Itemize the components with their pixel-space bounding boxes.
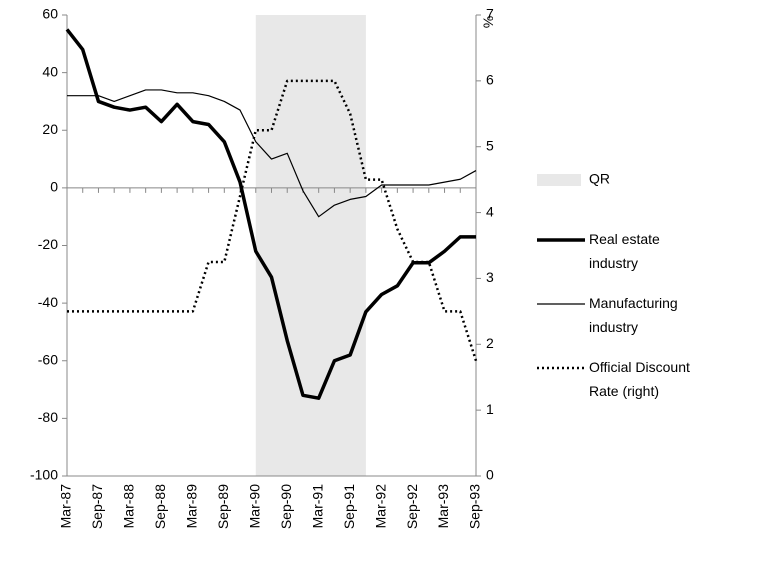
y-tick-label: 0	[50, 179, 58, 195]
y2-tick-label: 2	[486, 335, 494, 351]
x-tick-label: Sep-93	[467, 484, 483, 529]
y2-tick-label: 6	[486, 72, 494, 88]
y-tick-label: 60	[42, 6, 58, 22]
x-tick-label: Mar-91	[309, 484, 325, 529]
y-tick-label: -100	[30, 467, 58, 483]
x-tick-label: Sep-89	[215, 484, 231, 529]
y-tick-label: -60	[38, 351, 58, 367]
y-tick-label: 20	[42, 121, 58, 137]
x-tick-label: Sep-91	[341, 484, 357, 529]
legend-label: Real estate industry	[589, 231, 660, 271]
x-tick-label: Mar-87	[58, 484, 74, 529]
legend-label: QR	[589, 171, 610, 187]
legend-label: Manufacturing industry	[589, 295, 678, 335]
x-tick-label: Mar-90	[246, 484, 262, 529]
y-tick-label: -40	[38, 294, 58, 310]
y-tick-label: -20	[38, 236, 58, 252]
x-tick-label: Mar-88	[121, 484, 137, 529]
y-tick-label: -80	[38, 409, 58, 425]
y2-tick-label: 7	[486, 6, 494, 22]
x-tick-label: Mar-93	[435, 484, 451, 529]
y-tick-label: 40	[42, 63, 58, 79]
x-tick-label: Sep-88	[152, 484, 168, 529]
y2-tick-label: 1	[486, 401, 494, 417]
x-tick-label: Sep-87	[89, 484, 105, 529]
x-tick-label: Mar-89	[184, 484, 200, 529]
y2-tick-label: 3	[486, 269, 494, 285]
shaded-band	[255, 15, 366, 476]
y2-tick-label: 0	[486, 467, 494, 483]
x-tick-label: Mar-92	[372, 484, 388, 529]
y2-tick-label: 4	[486, 203, 494, 219]
legend-swatch	[537, 174, 581, 186]
series-line	[67, 89, 477, 218]
x-tick-label: Sep-90	[278, 484, 294, 529]
y2-tick-label: 5	[486, 137, 494, 153]
series-line	[65, 28, 476, 400]
y2-axis-label: %	[480, 16, 496, 28]
x-tick-label: Sep-92	[404, 484, 420, 529]
legend-label: Official Discount Rate (right)	[589, 359, 690, 399]
